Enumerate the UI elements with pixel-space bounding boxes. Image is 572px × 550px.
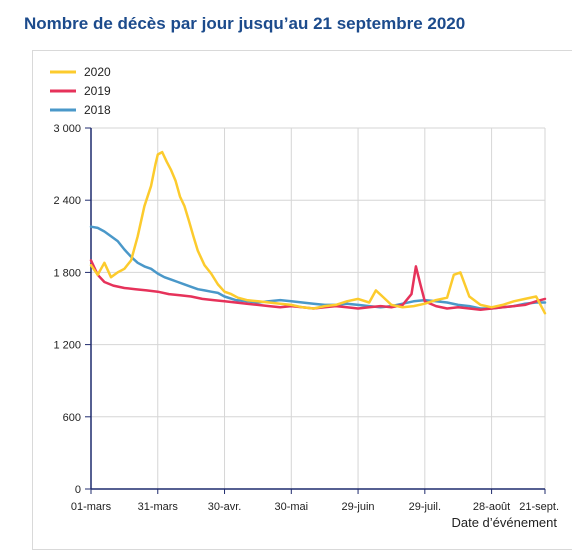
x-tick-label: 31-mars — [138, 501, 179, 513]
chart-title: Nombre de décès par jour jusqu’au 21 sep… — [24, 14, 466, 33]
x-tick-label: 21-sept. — [519, 501, 559, 513]
axes — [85, 127, 546, 494]
x-tick-label: 29-juil. — [409, 501, 441, 513]
line-chart: 0 600 1 200 1 800 2 400 3 000 01-mars 31-mars 3… — [50, 65, 559, 530]
x-axis-title: Date d’événement — [451, 515, 557, 530]
y-tick-label: 2 400 — [53, 195, 81, 207]
y-tick-label: 1 800 — [53, 267, 81, 279]
x-tick-label: 29-juin — [342, 501, 375, 513]
legend-label-2019[interactable]: 2019 — [84, 84, 111, 98]
series-lines — [89, 150, 547, 315]
legend: 2020 2019 2018 — [50, 65, 111, 117]
legend-label-2020[interactable]: 2020 — [84, 65, 111, 79]
x-tick-labels: 01-mars 31-mars 30-avr. 30-mai 29-juin 29-jui… — [71, 501, 559, 513]
gridlines — [91, 127, 546, 489]
series-line-2018 — [89, 225, 547, 310]
series-line-2020 — [89, 150, 547, 315]
y-tick-label: 1 200 — [53, 340, 81, 352]
x-tick-label: 30-avr. — [208, 501, 242, 513]
y-tick-label: 0 — [75, 484, 81, 496]
legend-label-2018[interactable]: 2018 — [84, 103, 111, 117]
x-tick-label: 01-mars — [71, 501, 112, 513]
y-tick-labels: 0 600 1 200 1 800 2 400 3 000 — [53, 123, 81, 496]
y-tick-label: 600 — [63, 412, 81, 424]
x-tick-label: 28-août — [473, 501, 510, 513]
x-tick-label: 30-mai — [274, 501, 308, 513]
y-tick-label: 3 000 — [53, 123, 81, 135]
